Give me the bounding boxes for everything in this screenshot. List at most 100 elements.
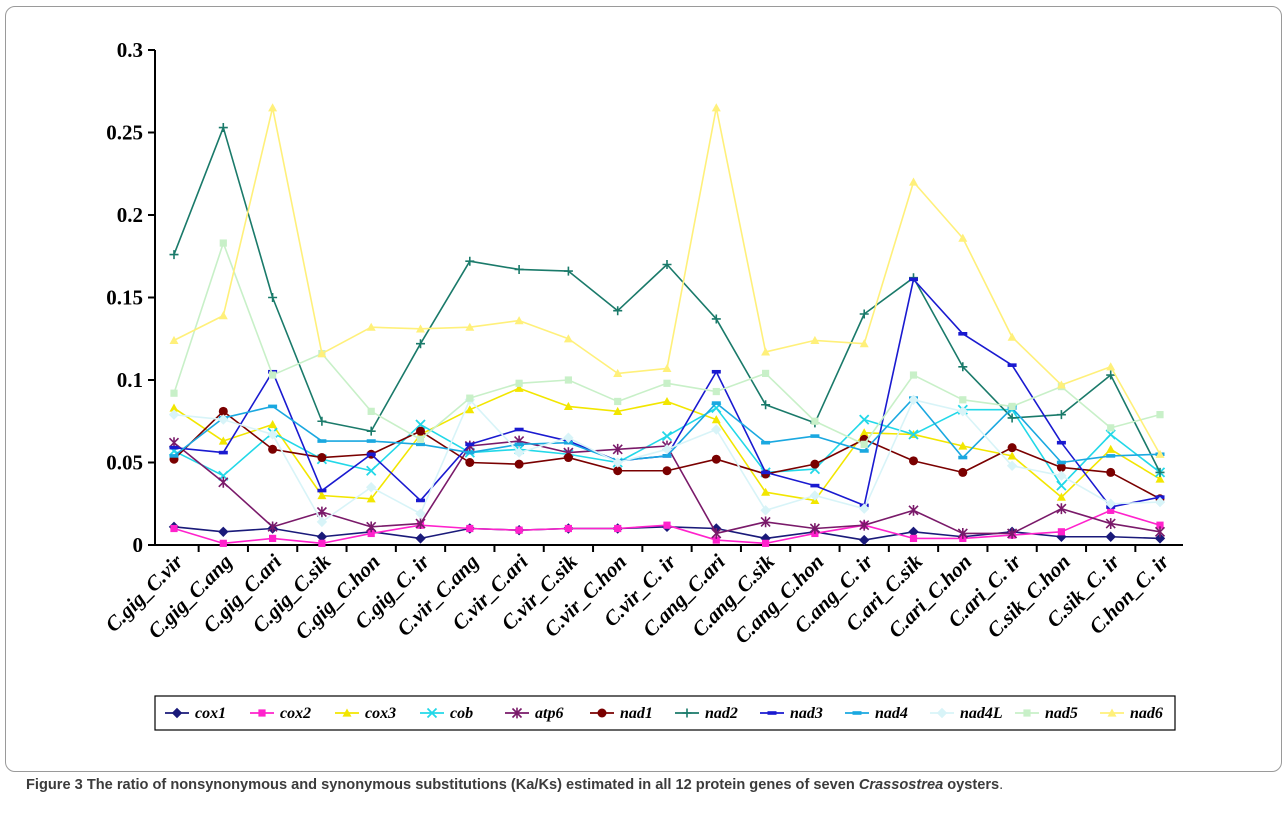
point-marker xyxy=(1007,451,1017,460)
point-marker xyxy=(1106,444,1116,453)
point-marker xyxy=(416,324,425,333)
point-marker xyxy=(317,488,327,493)
point-marker xyxy=(366,494,376,503)
legend-item-nad5: nad5 xyxy=(1015,705,1078,722)
point-marker xyxy=(761,470,771,475)
legend-label: nad3 xyxy=(790,705,823,722)
series-nad6 xyxy=(169,103,1165,458)
point-marker xyxy=(514,264,524,274)
point-marker xyxy=(662,260,672,269)
point-marker xyxy=(466,524,474,533)
point-marker xyxy=(711,424,722,435)
point-marker xyxy=(367,407,375,415)
legend-label: cox1 xyxy=(195,705,226,722)
point-marker xyxy=(317,439,327,443)
point-marker xyxy=(367,529,375,538)
legend-item-nad2: nad2 xyxy=(675,705,738,722)
point-marker xyxy=(1023,709,1031,717)
point-marker xyxy=(662,396,672,406)
point-marker xyxy=(169,250,179,260)
point-marker xyxy=(859,519,870,531)
point-marker xyxy=(810,335,820,344)
figure-frame xyxy=(5,6,1282,772)
point-marker xyxy=(218,406,228,416)
point-marker xyxy=(1007,332,1017,341)
point-marker xyxy=(613,406,623,415)
point-marker xyxy=(416,339,425,349)
legend-label: nad4L xyxy=(960,705,1003,722)
point-marker xyxy=(761,347,771,356)
y-tick-label: 0.3 xyxy=(117,38,143,62)
point-marker xyxy=(316,516,328,528)
point-marker xyxy=(564,376,572,384)
point-marker xyxy=(170,524,178,533)
legend-label: cob xyxy=(450,705,473,722)
series-nad4L xyxy=(168,394,1166,528)
point-marker xyxy=(1056,480,1067,491)
caption-genus: Crassostrea xyxy=(858,777,944,793)
point-marker xyxy=(711,314,721,324)
legend-label: nad1 xyxy=(620,705,653,722)
point-marker xyxy=(1156,521,1164,529)
point-marker xyxy=(366,322,376,331)
point-marker xyxy=(268,420,278,429)
legend-item-cox3: cox3 xyxy=(335,705,396,722)
point-marker xyxy=(169,445,179,450)
caption-period: . xyxy=(999,777,1004,793)
point-marker xyxy=(959,396,967,404)
point-marker xyxy=(268,404,278,409)
point-marker xyxy=(1056,410,1066,420)
point-marker xyxy=(366,521,377,533)
point-marker xyxy=(268,444,278,454)
point-marker xyxy=(465,450,475,455)
point-marker xyxy=(1105,531,1116,542)
legend-item-atp6: atp6 xyxy=(505,705,563,722)
point-marker xyxy=(810,483,820,488)
legend-label: cox2 xyxy=(280,705,311,722)
point-marker xyxy=(317,491,327,500)
point-marker xyxy=(563,453,573,463)
point-marker xyxy=(613,306,623,316)
point-marker xyxy=(342,708,352,717)
point-marker xyxy=(909,371,918,379)
point-marker xyxy=(614,397,622,406)
point-marker xyxy=(761,400,771,410)
point-marker xyxy=(957,406,969,417)
point-marker xyxy=(859,449,869,453)
point-marker xyxy=(1056,462,1066,472)
point-marker xyxy=(514,459,524,469)
point-marker xyxy=(269,371,277,379)
point-marker xyxy=(663,521,671,529)
point-marker xyxy=(859,414,870,425)
point-marker xyxy=(859,339,869,348)
point-marker xyxy=(218,311,228,320)
caption-text: The ratio of nonsynonymous and synonymou… xyxy=(86,777,855,793)
point-marker xyxy=(760,505,771,516)
point-marker xyxy=(1156,411,1164,419)
point-marker xyxy=(711,369,721,374)
legend-item-cox1: cox1 xyxy=(165,705,226,722)
point-marker xyxy=(909,456,918,466)
point-marker xyxy=(168,409,180,420)
point-marker xyxy=(218,123,228,133)
point-marker xyxy=(909,534,918,542)
point-marker xyxy=(563,266,573,276)
point-marker xyxy=(762,539,770,547)
legend-item-nad4L: nad4L xyxy=(930,705,1003,722)
point-marker xyxy=(415,419,426,430)
point-marker xyxy=(171,707,183,719)
point-marker xyxy=(1106,362,1116,371)
point-marker xyxy=(1007,528,1018,539)
point-marker xyxy=(859,309,869,319)
point-marker xyxy=(415,508,426,519)
point-marker xyxy=(366,465,377,476)
point-marker xyxy=(515,526,523,534)
point-marker xyxy=(712,387,720,396)
point-marker xyxy=(267,521,278,533)
legend-item-nad1: nad1 xyxy=(590,705,653,722)
point-marker xyxy=(1056,492,1066,501)
point-marker xyxy=(1056,440,1066,445)
legend-label: nad6 xyxy=(1130,705,1163,722)
point-marker xyxy=(219,239,227,247)
point-marker xyxy=(661,444,673,455)
